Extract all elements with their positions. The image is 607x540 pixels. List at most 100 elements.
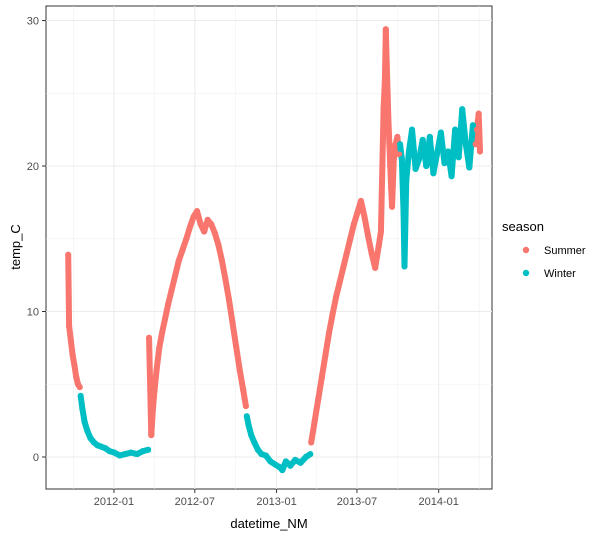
- data-point-summer: [475, 110, 482, 117]
- data-point-winter: [405, 148, 412, 155]
- data-point-winter: [292, 456, 299, 463]
- x-axis-label: datetime_NM: [230, 516, 307, 531]
- data-point-winter: [254, 446, 261, 453]
- data-point-winter: [84, 427, 91, 434]
- data-points: [65, 26, 484, 474]
- series-band-summer: [308, 417, 318, 446]
- series-band-summer: [475, 110, 484, 155]
- y-tick-label: 10: [27, 307, 39, 319]
- data-point-winter: [416, 155, 423, 162]
- series-band-summer: [148, 410, 156, 439]
- series-band-summer: [226, 296, 236, 327]
- data-point-summer: [377, 228, 384, 235]
- series-band-summer: [218, 257, 229, 283]
- series-band-summer: [318, 352, 329, 380]
- data-point-winter: [134, 451, 141, 458]
- data-point-winter: [297, 459, 304, 466]
- data-point-summer: [477, 148, 484, 155]
- series-band-summer: [372, 243, 382, 271]
- data-point-winter: [145, 446, 152, 453]
- series-band-summer: [385, 119, 393, 148]
- x-tick-label: 2013-01: [256, 496, 296, 508]
- data-point-summer: [158, 330, 165, 337]
- data-point-winter: [279, 467, 286, 474]
- data-point-summer: [311, 417, 318, 424]
- y-tick-label: 30: [27, 16, 39, 28]
- series-band-winter: [401, 177, 410, 270]
- data-point-summer: [242, 403, 249, 410]
- series-band-summer: [311, 395, 322, 424]
- series-band-summer: [325, 311, 336, 337]
- data-point-winter: [106, 448, 113, 455]
- data-point-winter: [243, 413, 250, 420]
- data-point-summer: [308, 439, 315, 446]
- data-point-summer: [186, 224, 193, 231]
- data-point-summer: [151, 388, 158, 395]
- data-point-winter: [116, 452, 123, 459]
- data-point-summer: [340, 264, 347, 271]
- data-point-summer: [325, 330, 332, 337]
- data-point-summer: [215, 241, 222, 248]
- data-point-summer: [336, 279, 343, 286]
- data-point-summer: [473, 126, 480, 133]
- data-point-winter: [403, 177, 410, 184]
- data-point-summer: [162, 315, 169, 322]
- data-point-winter: [459, 106, 466, 113]
- legend-items: Summer Winter: [522, 245, 586, 280]
- y-axis-label: temp_C: [8, 224, 23, 270]
- data-point-winter: [307, 451, 314, 458]
- y-axis-ticks: 0 10 20 30: [27, 16, 46, 464]
- data-point-winter: [302, 453, 309, 460]
- data-point-summer: [67, 337, 74, 344]
- series-band-summer: [236, 366, 247, 394]
- data-point-summer: [315, 395, 322, 402]
- data-point-winter: [445, 148, 452, 155]
- data-point-summer: [66, 323, 73, 330]
- series-band-summer: [389, 155, 397, 210]
- y-tick-label: 20: [27, 161, 39, 173]
- x-tick-label: 2013-07: [337, 496, 377, 508]
- series-band-summer: [222, 276, 233, 303]
- data-point-winter: [127, 449, 134, 456]
- series-band-summer: [149, 388, 158, 417]
- data-point-summer: [389, 203, 396, 210]
- data-point-winter: [282, 458, 289, 465]
- data-point-summer: [386, 141, 393, 148]
- data-point-winter: [397, 141, 404, 148]
- data-point-summer: [385, 119, 392, 126]
- series-band-winter: [459, 106, 469, 148]
- data-point-summer: [149, 410, 156, 417]
- data-point-summer: [190, 213, 197, 220]
- data-point-summer: [396, 151, 403, 158]
- series-band-summer: [233, 343, 243, 373]
- series-band-summer: [315, 373, 325, 402]
- data-point-summer: [211, 229, 218, 236]
- data-point-summer: [383, 61, 390, 68]
- data-point-winter: [448, 173, 455, 180]
- data-point-winter: [430, 170, 437, 177]
- data-point-summer: [165, 301, 172, 308]
- series-band-winter: [403, 148, 412, 184]
- data-point-winter: [81, 419, 88, 426]
- y-tick-label: 0: [33, 452, 39, 464]
- grid-lines: [46, 6, 492, 489]
- x-tick-label: 2014-01: [419, 496, 459, 508]
- data-point-summer: [175, 257, 182, 264]
- data-point-summer: [329, 311, 336, 318]
- data-point-summer: [218, 257, 225, 264]
- data-point-winter: [426, 133, 433, 140]
- data-point-summer: [392, 141, 399, 148]
- data-point-summer: [208, 221, 215, 228]
- data-point-winter: [251, 439, 258, 446]
- data-point-summer: [148, 432, 155, 439]
- data-point-summer: [472, 141, 479, 148]
- data-point-summer: [229, 320, 236, 327]
- series-band-summer: [382, 26, 390, 68]
- data-point-summer: [357, 197, 364, 204]
- data-point-summer: [390, 155, 397, 162]
- legend-title: season: [502, 219, 544, 234]
- data-point-winter: [409, 126, 416, 133]
- data-point-summer: [354, 209, 361, 216]
